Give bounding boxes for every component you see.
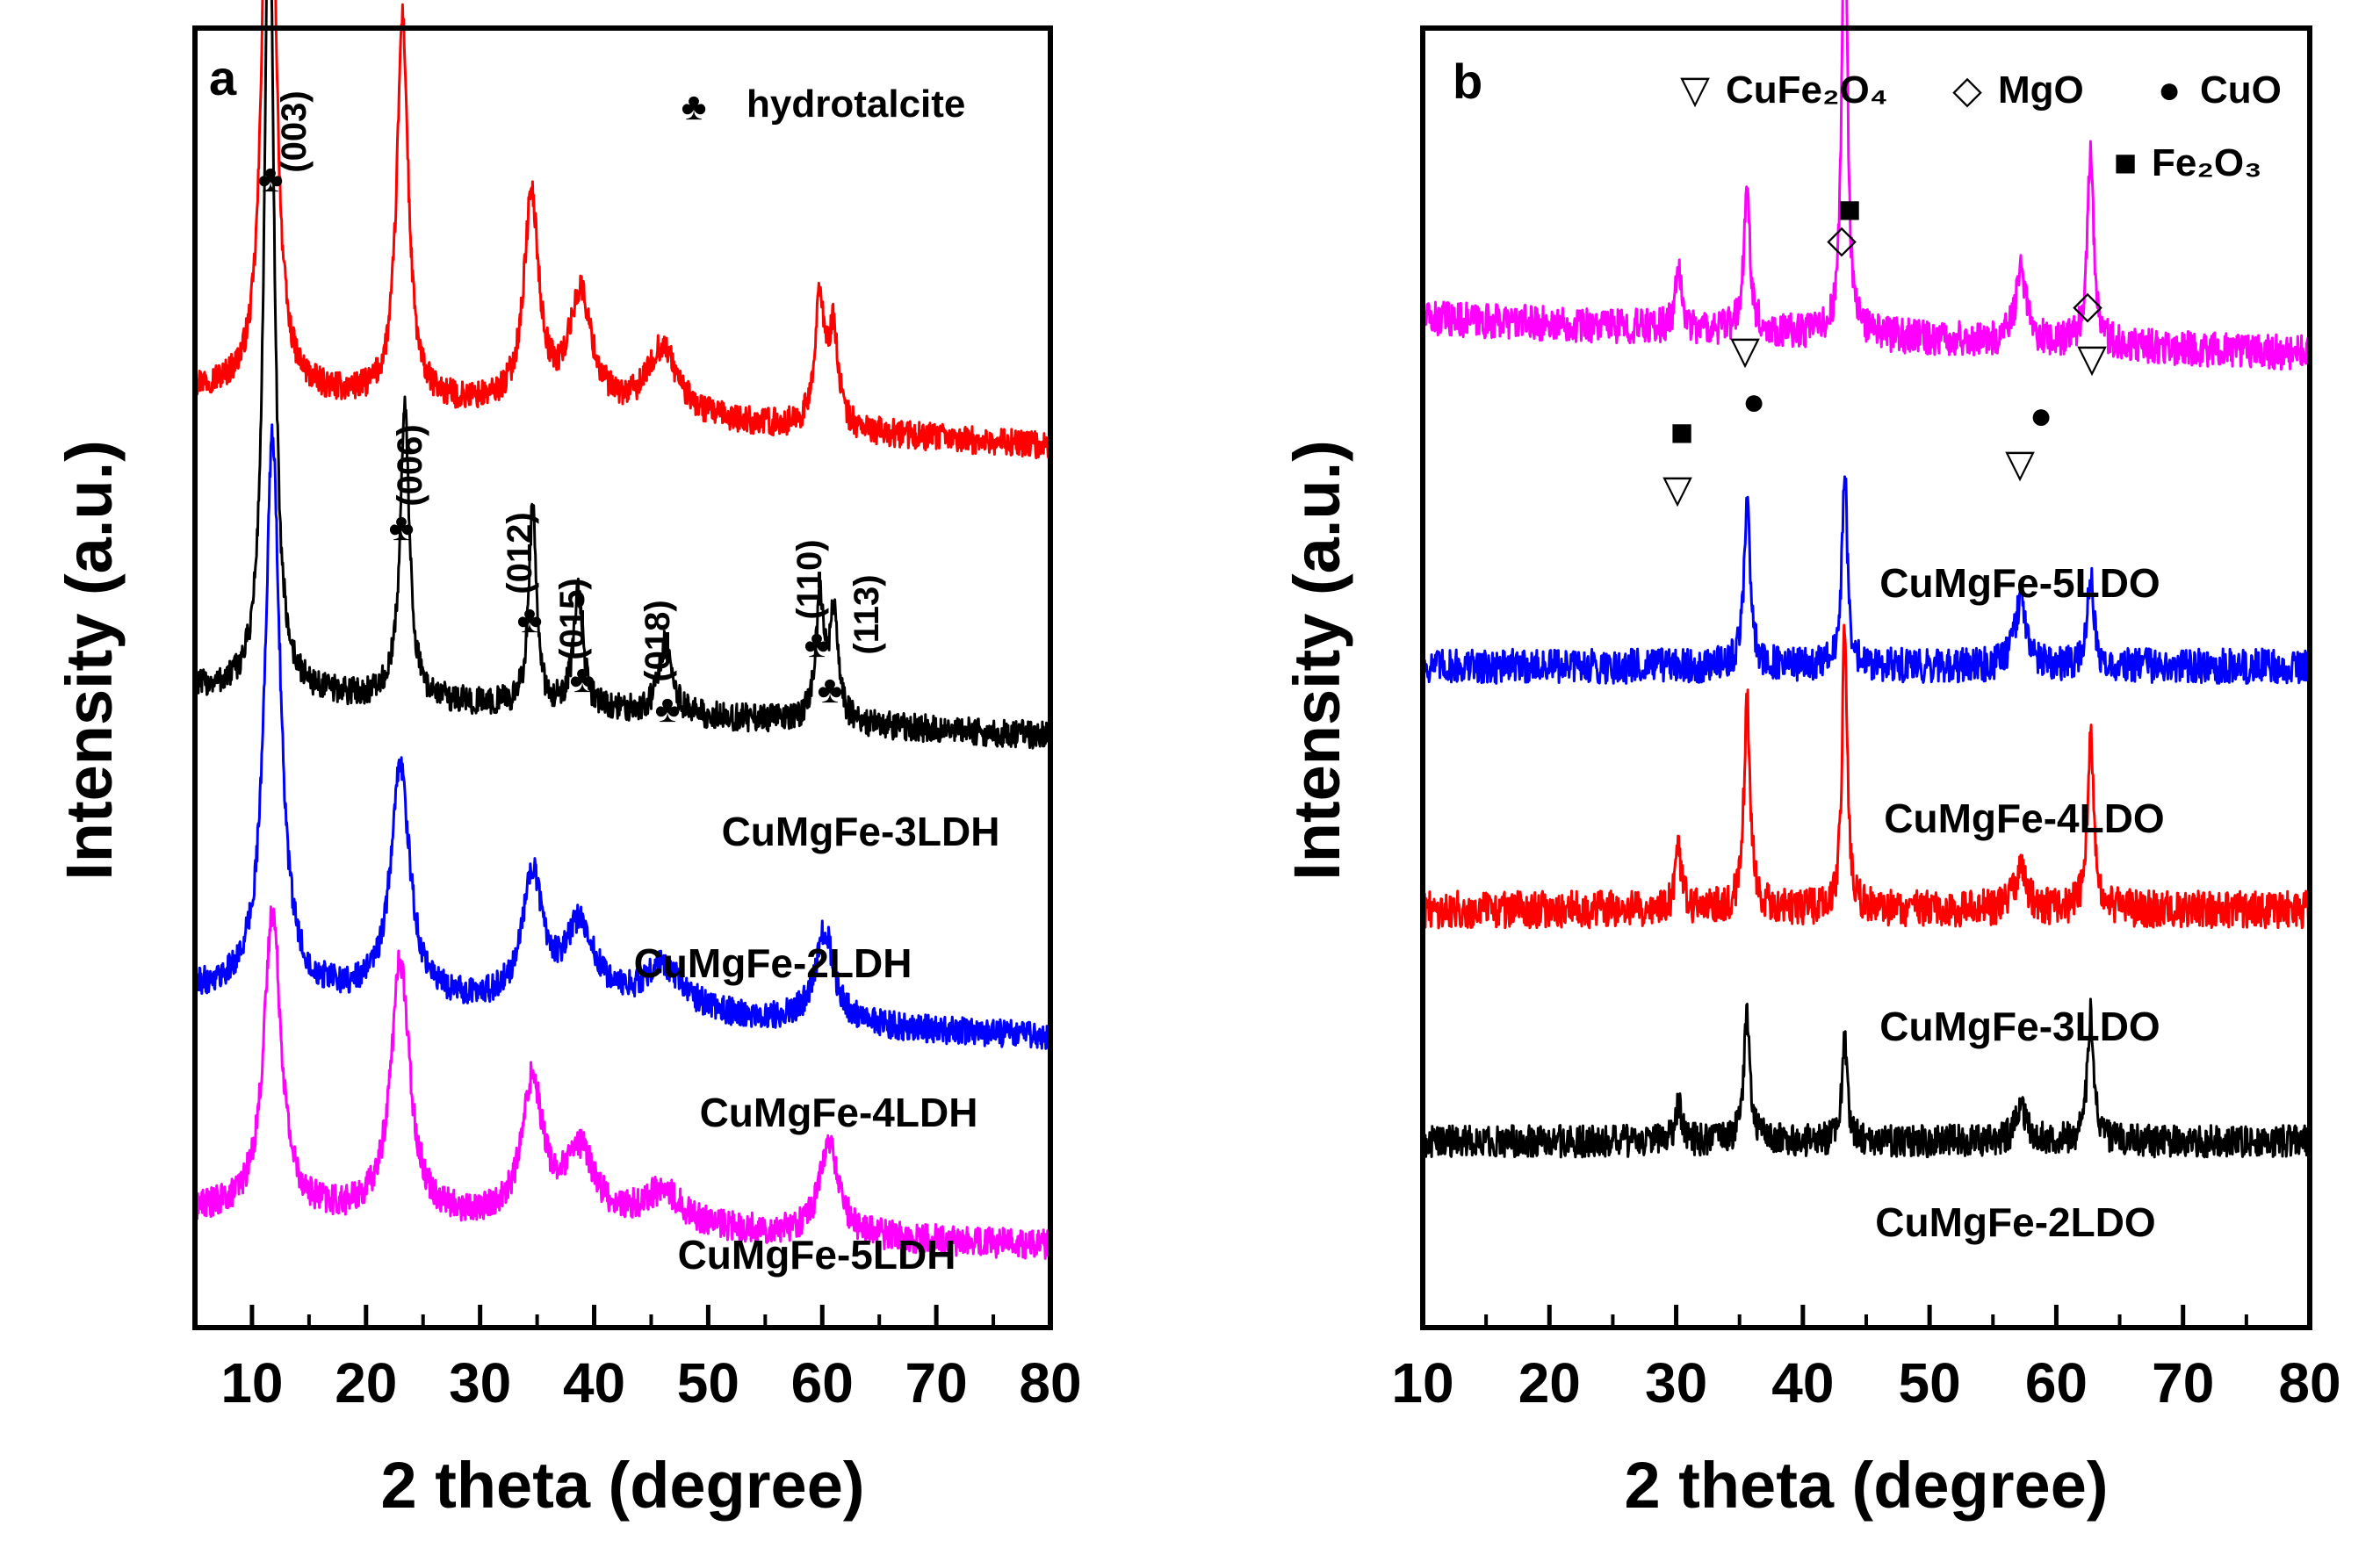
panel-b: 10 20 30 40 50 60 70 80 2 theta (degree) Intensit…: [1280, 0, 2341, 1522]
legend-diamond-icon: ◇: [1952, 68, 1982, 112]
x-tick-label: 30: [1645, 1351, 1707, 1415]
x-tick-label: 10: [1391, 1351, 1453, 1415]
x-tick-label: 40: [1771, 1351, 1834, 1415]
y-axis-label: Intensity (a.u.): [1280, 440, 1353, 881]
phase-diamond-icon: ◇: [2073, 284, 2102, 327]
x-tick-label: 60: [791, 1351, 854, 1415]
x-tick-label: 20: [335, 1351, 397, 1415]
x-tick-label: 50: [1899, 1351, 1961, 1415]
x-tick-label: 10: [220, 1351, 283, 1415]
series-line-CuMgFe-2LDO: [1421, 997, 2311, 1159]
series-label: CuMgFe-5LDO: [1879, 560, 2160, 606]
legend-label: CuO: [2200, 68, 2282, 112]
legend-label: Fe₂O₃: [2152, 141, 2261, 184]
legend-club-icon: ♣: [682, 85, 707, 128]
club-icon: ♣: [570, 658, 595, 701]
series-label: CuMgFe-3LDO: [1879, 1004, 2160, 1049]
panel-a: 10 20 30 40 50 60 70 80 2 theta (degree) Intensit…: [53, 0, 1082, 1522]
phase-circle-icon: ●: [1742, 380, 1766, 423]
series-line-CuMgFe-4LDO: [1421, 475, 2311, 685]
series-line-CuMgFe-2LDH: [193, 0, 1052, 750]
series-line-CuMgFe-3LDO: [1421, 623, 2311, 930]
legend-label: hydrotalcite: [746, 83, 965, 126]
phase-circle-icon: ●: [2030, 394, 2053, 437]
x-tick-label: 80: [2278, 1351, 2340, 1415]
peak-label: (113): [847, 574, 886, 654]
x-axis-label: 2 theta (degree): [1624, 1449, 2108, 1522]
x-axis-label: 2 theta (degree): [380, 1449, 864, 1522]
panel-letter: a: [209, 50, 237, 105]
phase-diamond-icon: ◇: [1827, 218, 1857, 261]
x-tick-label: 40: [563, 1351, 625, 1415]
club-icon: ♣: [818, 668, 843, 711]
legend-circle-icon: ●: [2158, 68, 2182, 112]
phase-triangle-icon: ▽: [1730, 329, 1760, 372]
phase-triangle-icon: ▽: [2077, 337, 2107, 380]
x-tick-label: 30: [449, 1351, 511, 1415]
club-icon: ♣: [655, 688, 681, 731]
series-label: CuMgFe-2LDO: [1875, 1199, 2155, 1245]
series-label: CuMgFe-2LDH: [634, 940, 912, 986]
peak-label: (006): [391, 424, 429, 506]
x-tick-label: 80: [1019, 1351, 1081, 1415]
x-tick-label: 20: [1518, 1351, 1581, 1415]
y-axis-label: Intensity (a.u.): [53, 440, 126, 881]
peak-label: (015): [553, 578, 592, 659]
series-line-CuMgFe-5LDH: [193, 905, 1052, 1260]
peak-label: (018): [638, 600, 677, 681]
series-label: CuMgFe-4LDO: [1884, 795, 2164, 841]
panel-letter: b: [1453, 54, 1482, 109]
x-tick-label: 50: [677, 1351, 739, 1415]
club-icon: ♣: [804, 623, 830, 666]
peak-label: (003): [275, 90, 314, 172]
club-icon: ♣: [258, 157, 284, 200]
phase-square-icon: ■: [1838, 188, 1862, 231]
phase-square-icon: ■: [1670, 411, 1694, 454]
club-icon: ♣: [389, 506, 415, 549]
plot-frame: [192, 25, 1053, 1330]
x-tick-label: 70: [905, 1351, 968, 1415]
series-line-CuMgFe-3LDH: [193, 0, 1052, 460]
legend-square-icon: ■: [2114, 141, 2138, 184]
x-tick-label: 60: [2025, 1351, 2088, 1415]
club-icon: ♣: [517, 598, 543, 641]
series-label: CuMgFe-3LDH: [722, 809, 1000, 854]
peak-label: (110): [790, 539, 829, 619]
legend-triangle-icon: ▽: [1680, 68, 1710, 112]
series-line-CuMgFe-5LDO: [1421, 0, 2311, 371]
legend-label: CuFe₂O₄: [1726, 68, 1888, 112]
phase-triangle-icon: ▽: [2005, 443, 2035, 486]
series-line-CuMgFe-4LDH: [193, 423, 1052, 1051]
legend-label: MgO: [1998, 68, 2084, 112]
peak-label: (012): [501, 512, 539, 594]
x-tick-label: 70: [2152, 1351, 2214, 1415]
phase-triangle-icon: ▽: [1662, 468, 1692, 511]
series-label: CuMgFe-4LDH: [700, 1090, 978, 1135]
series-label: CuMgFe-5LDH: [678, 1232, 956, 1278]
